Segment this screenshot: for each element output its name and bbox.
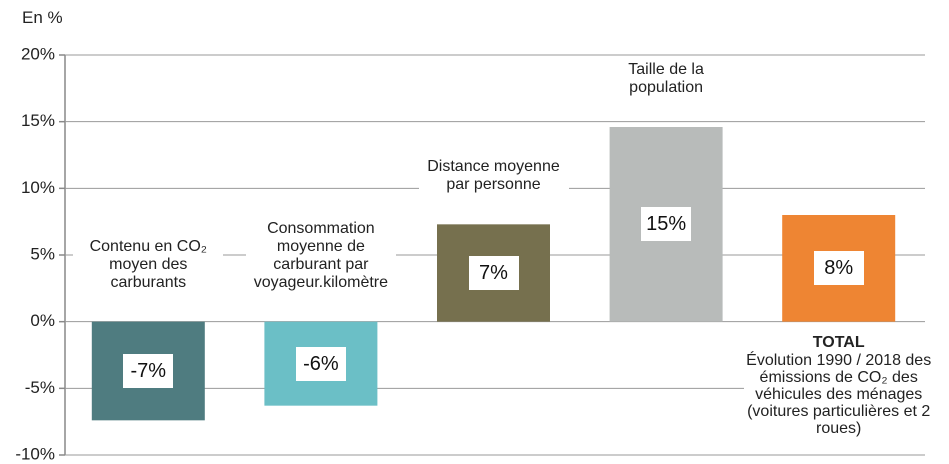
y-tick-label: 10% <box>21 178 55 197</box>
y-axis-label: En % <box>22 8 63 27</box>
category-label: Consommation moyenne de carburant par vo… <box>245 219 396 292</box>
category-label: Taille de la population <box>591 61 742 97</box>
category-label: Contenu en CO₂ moyen des carburants <box>73 237 224 292</box>
value-label: -6% <box>295 346 346 381</box>
value-label: 8% <box>813 251 864 286</box>
value-label: -7% <box>123 354 174 388</box>
y-tick-label: -5% <box>25 378 55 397</box>
y-tick-label: 0% <box>30 311 55 330</box>
y-tick-label: 15% <box>21 111 55 130</box>
annotation: Évolution 1990 / 2018 des émissions de C… <box>743 351 934 437</box>
y-tick-label: 20% <box>21 44 55 63</box>
value-label: 15% <box>641 207 692 242</box>
category-label: Distance moyenne par personne <box>418 158 569 195</box>
category-label: TOTAL <box>763 333 914 352</box>
value-label: 7% <box>468 256 519 290</box>
y-tick-label: -10% <box>15 444 55 463</box>
y-tick-label: 5% <box>30 244 55 263</box>
